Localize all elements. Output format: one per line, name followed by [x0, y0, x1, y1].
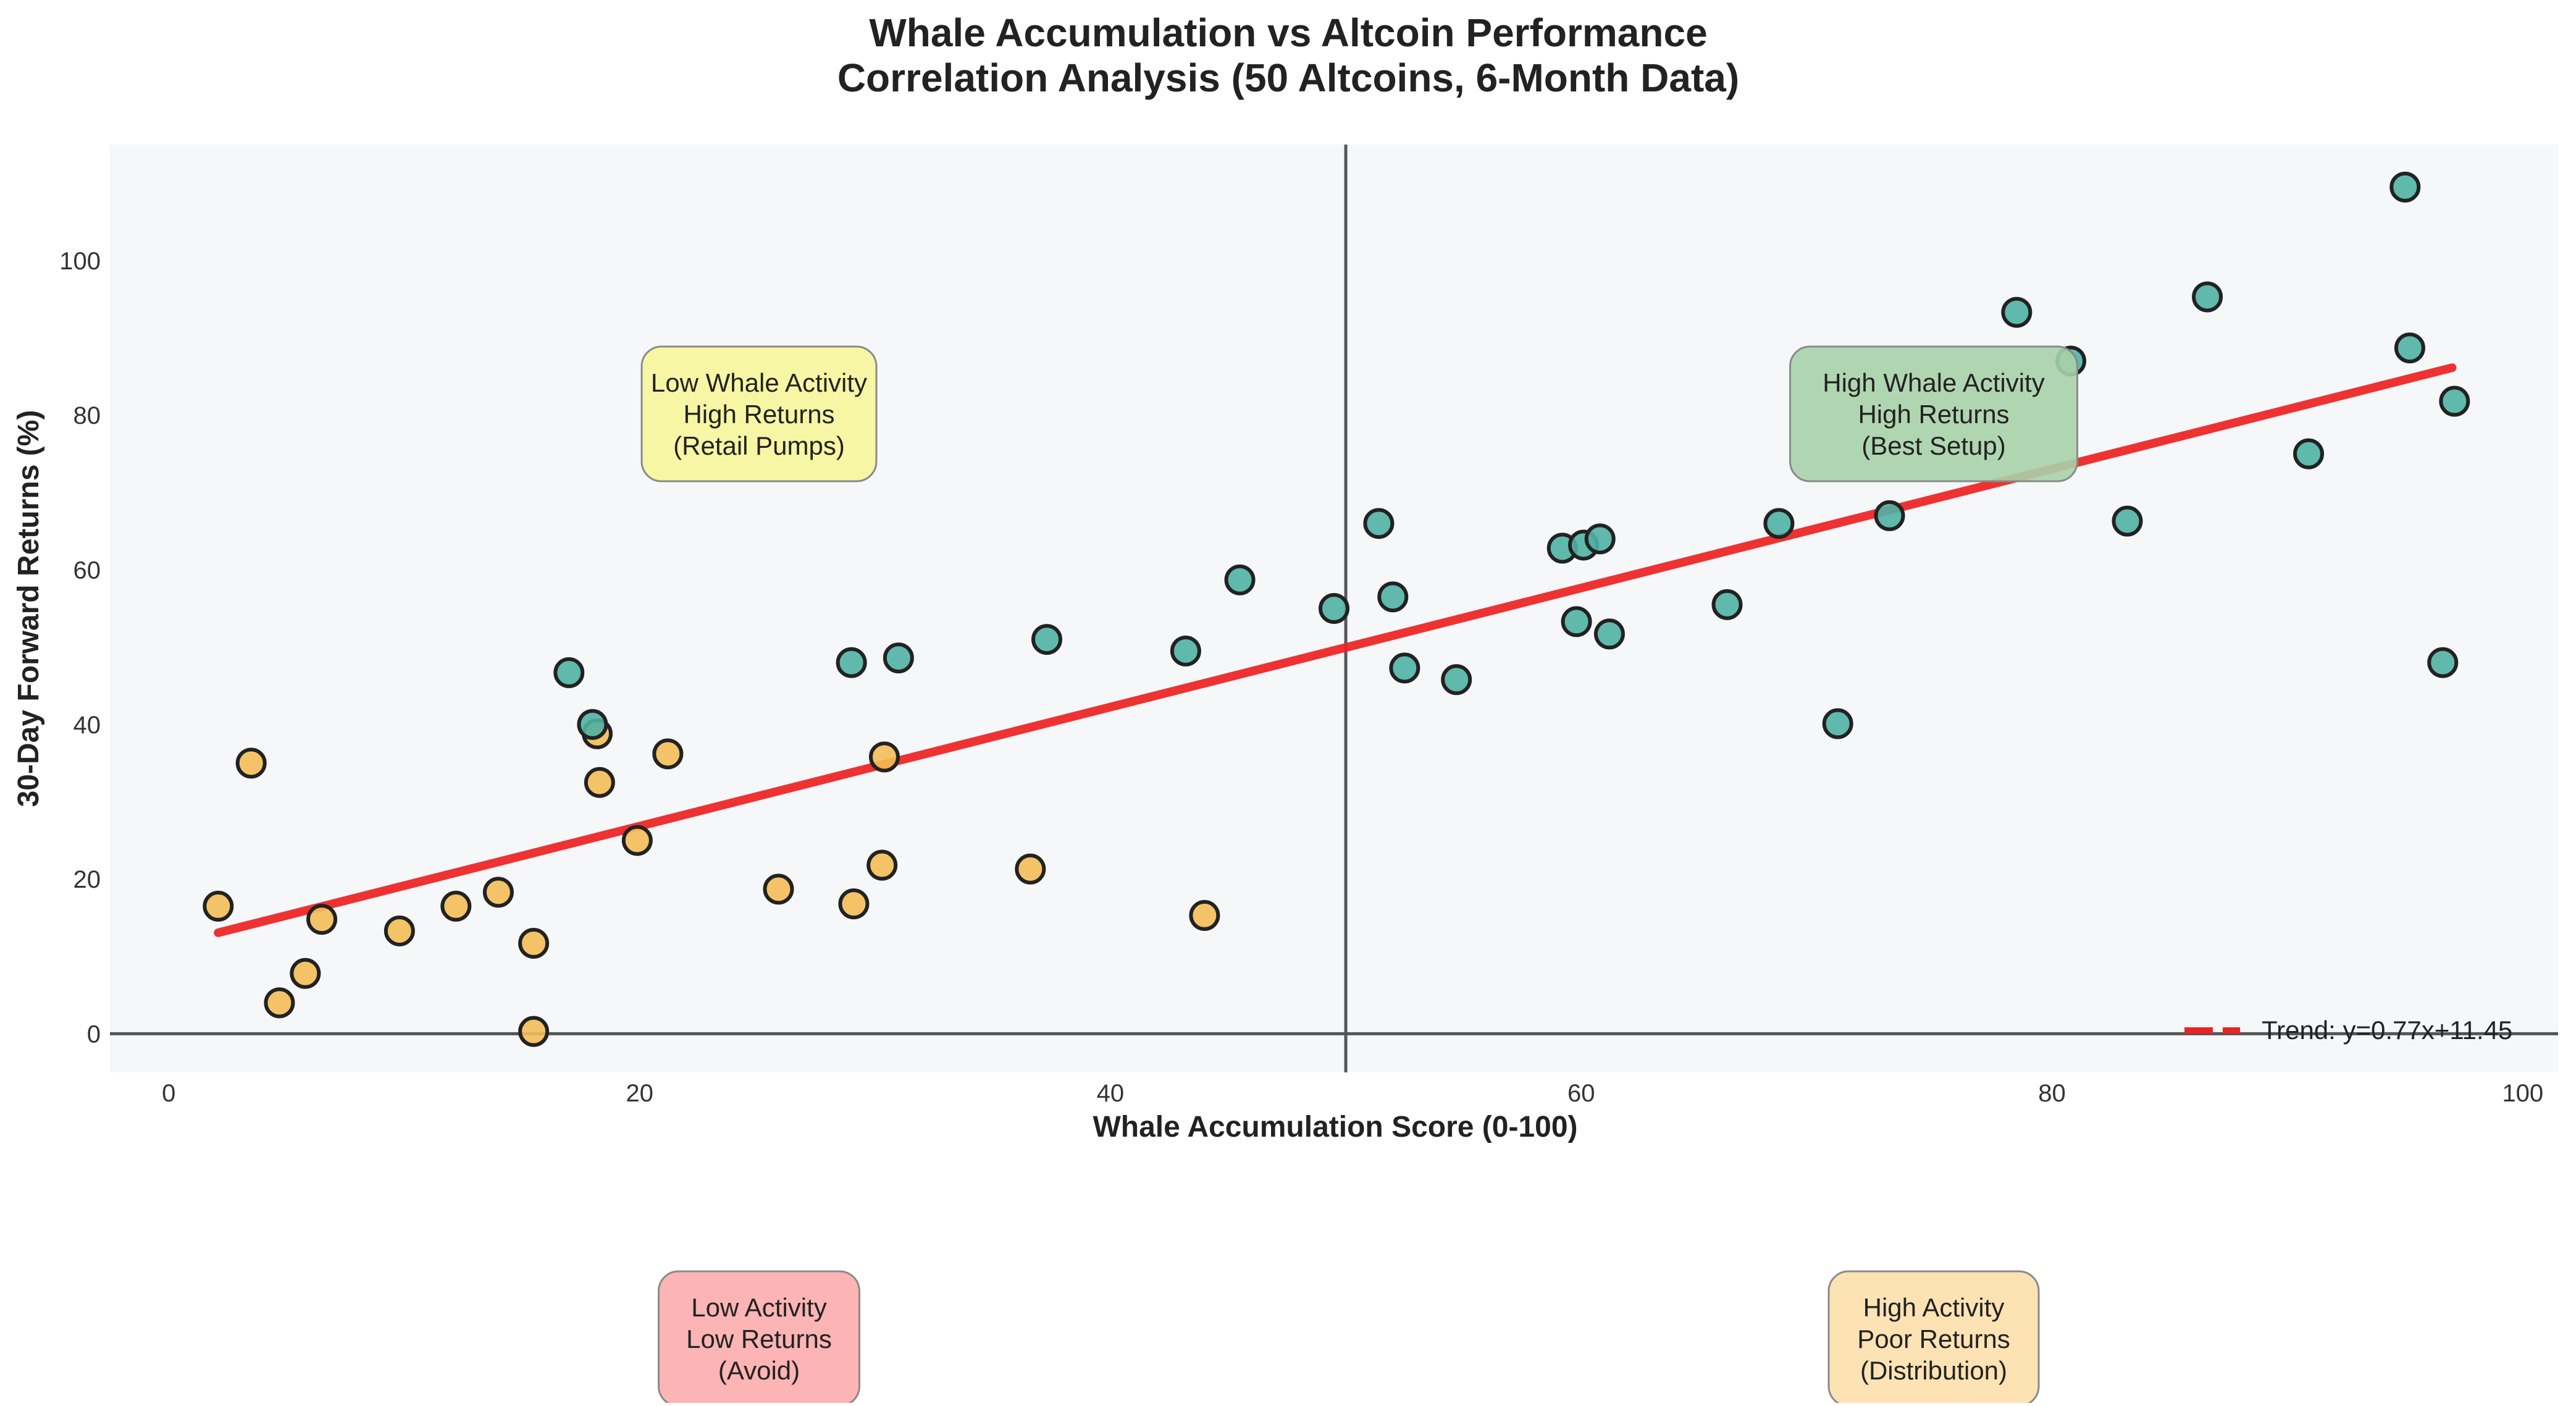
data-point-low [866, 849, 898, 881]
data-point-low [290, 958, 321, 989]
x-tick-label: 40 [1097, 1080, 1125, 1107]
data-point-high [1224, 564, 1256, 596]
annotation-text: High Whale Activity [1823, 368, 2044, 397]
x-tick-label: 100 [2502, 1080, 2543, 1107]
y-tick-label: 20 [73, 866, 101, 893]
annotation-box [1789, 345, 2078, 482]
annotation-high-high: High Whale Activity High Returns(Best Set… [1789, 345, 2078, 482]
data-point-high [1584, 523, 1616, 555]
data-point-high [2112, 505, 2143, 537]
data-point-low [763, 873, 794, 905]
annotation-low-high: Low Whale Activity High Returns(Retail Pu… [640, 345, 878, 482]
y-tick-label: 80 [73, 402, 101, 429]
data-point-high [2389, 171, 2421, 203]
data-point-high [2293, 438, 2324, 469]
x-tick-label: 80 [2038, 1080, 2066, 1107]
data-point-low [384, 915, 415, 946]
data-point-high [1389, 652, 1420, 684]
data-point-high [1170, 635, 1201, 667]
annotation-text: Low Whale Activity [651, 368, 867, 397]
data-point-high [836, 647, 867, 678]
data-point-low [868, 741, 900, 773]
data-point-high [2394, 332, 2425, 364]
y-tick-label: 0 [87, 1021, 101, 1048]
chart-subtitle: Correlation Analysis (50 Altcoins, 6-Mon… [837, 56, 1739, 100]
data-point-high [1561, 606, 1592, 638]
data-point-high [1593, 618, 1625, 650]
x-tick-label: 60 [1567, 1080, 1595, 1107]
data-point-low [482, 877, 514, 908]
data-point-high [2427, 647, 2459, 678]
y-axis-label: 30-Day Forward Returns (%) [12, 410, 45, 807]
annotation-text: Low Returns [686, 1324, 832, 1353]
data-point-high [1377, 581, 1409, 613]
data-point-low [518, 1016, 550, 1047]
data-point-low [584, 767, 615, 798]
data-point-low [306, 904, 338, 935]
annotation-text: (Retail Pumps) [673, 431, 845, 460]
data-point-high [577, 709, 608, 740]
data-point-high [1763, 508, 1795, 539]
annotation-text: High Returns [1858, 400, 2009, 429]
chart-title: Whale Accumulation vs Altcoin Performanc… [869, 11, 1707, 55]
data-point-low [1189, 899, 1220, 931]
data-point-low [203, 890, 234, 922]
annotation-box [658, 1270, 860, 1406]
annotation-box [640, 345, 878, 482]
data-point-high [553, 657, 585, 688]
data-point-high [2001, 297, 2033, 328]
data-point-high [1319, 593, 1349, 624]
legend-trend-label: Trend: y=0.77x+11.45 [2262, 1016, 2512, 1045]
data-point-high [1874, 500, 1905, 531]
y-tick-label: 100 [59, 248, 101, 275]
annotation-text: High Activity [1863, 1293, 2005, 1322]
x-tick-label: 20 [626, 1080, 653, 1107]
data-point-high [1363, 508, 1395, 539]
data-point-high [883, 642, 914, 674]
data-point-low [264, 987, 295, 1019]
x-axis-label: Whale Accumulation Score (0-100) [1093, 1111, 1577, 1143]
trend-line [214, 363, 2457, 937]
data-point-high [2439, 385, 2470, 417]
annotation-text: Low Activity [691, 1293, 826, 1322]
data-point-low [235, 747, 267, 779]
annotation-text: (Best Setup) [1861, 431, 2005, 460]
annotation-text: (Distribution) [1860, 1356, 2007, 1385]
y-tick-label: 40 [73, 712, 101, 739]
data-point-low [518, 927, 550, 959]
data-point-low [838, 888, 870, 920]
data-point-low [1015, 853, 1046, 885]
annotation-box [1827, 1270, 2040, 1406]
data-point-high [1031, 624, 1062, 655]
y-tick-label: 60 [73, 557, 101, 584]
annotation-text: High Returns [683, 400, 834, 429]
data-point-high [1441, 664, 1472, 696]
annotation-text: (Avoid) [718, 1356, 800, 1385]
data-point-low [652, 738, 684, 770]
data-point-high [2192, 281, 2223, 313]
data-point-low [440, 890, 472, 922]
data-point-high [1822, 708, 1853, 739]
legend: Trend: y=0.77x+11.45 [2184, 1016, 2512, 1045]
data-point-low [621, 825, 653, 856]
data-point-high [1711, 589, 1743, 620]
x-tick-label: 0 [162, 1080, 175, 1107]
annotation-text: Poor Returns [1857, 1324, 2010, 1353]
